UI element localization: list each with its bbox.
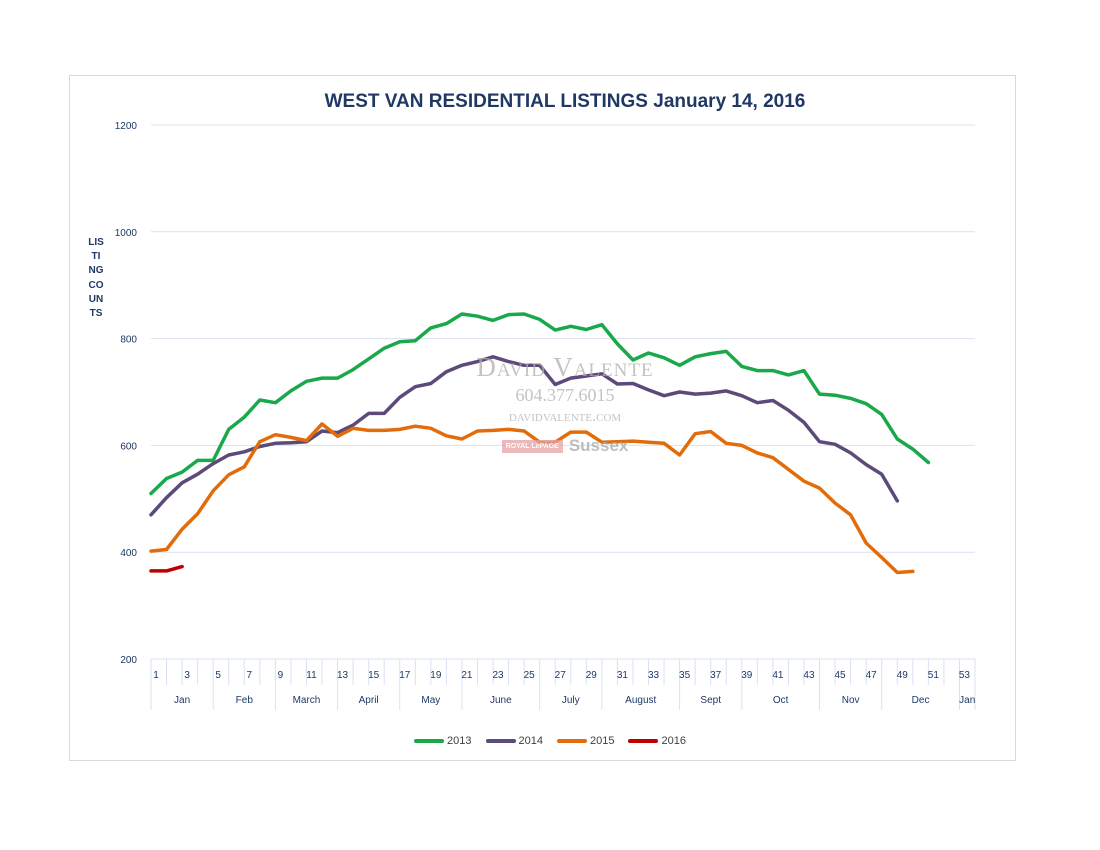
x-tick-label: 23 <box>492 670 504 681</box>
x-tick-label: 39 <box>741 670 753 681</box>
legend-item-2015: 2015 <box>557 735 614 747</box>
month-label: June <box>490 695 512 706</box>
month-label: April <box>359 695 379 706</box>
x-tick-label: 25 <box>524 670 536 681</box>
x-tick-label: 53 <box>959 670 971 681</box>
month-label: Jan <box>174 695 190 706</box>
month-label: Nov <box>842 695 860 706</box>
sussex-logo: Sussex <box>568 436 629 455</box>
legend-label: 2016 <box>661 735 686 747</box>
legend-swatch <box>557 739 587 743</box>
x-tick-label: 41 <box>772 670 784 681</box>
legend-label: 2014 <box>518 735 543 747</box>
watermark-brand: ROYAL LePAGE Sussex <box>455 436 675 456</box>
x-tick-label: 31 <box>617 670 629 681</box>
month-label: Feb <box>236 695 254 706</box>
watermark-phone: 604.377.6015 <box>515 385 615 405</box>
x-tick-label: 37 <box>710 670 722 681</box>
y-tick-label: 800 <box>120 335 137 346</box>
watermark-name: David Valente <box>476 352 654 382</box>
series-line-2014 <box>149 355 900 517</box>
y-tick-label: 1000 <box>115 228 138 239</box>
watermark-site: davidvalente.com <box>508 408 622 425</box>
x-tick-label: 29 <box>586 670 598 681</box>
series-line-2016 <box>149 564 184 573</box>
x-tick-label: 45 <box>835 670 847 681</box>
royal-lepage-logo: ROYAL LePAGE <box>501 439 563 453</box>
x-tick-label: 47 <box>866 670 878 681</box>
month-label: July <box>562 695 580 706</box>
legend-label: 2015 <box>590 735 615 747</box>
x-tick-label: 1 <box>153 670 159 681</box>
month-label: Jan <box>959 695 975 706</box>
x-tick-label: 17 <box>399 670 411 681</box>
legend-swatch <box>485 739 516 743</box>
legend-item-2016: 2016 <box>628 735 686 747</box>
legend-swatch <box>628 739 659 743</box>
watermark: David Valente 604.377.6015 davidvalente.… <box>455 352 675 456</box>
chart-title: WEST VAN RESIDENTIAL LISTINGS January 14… <box>324 91 806 112</box>
legend-item-2013: 2013 <box>414 735 472 747</box>
x-tick-label: 43 <box>803 670 815 681</box>
x-tick-label: 21 <box>461 670 473 681</box>
x-tick-label: 5 <box>215 670 221 681</box>
legend-swatch <box>414 739 445 743</box>
month-label: Dec <box>912 695 930 706</box>
chart-frame <box>69 75 1016 761</box>
x-tick-label: 11 <box>306 670 317 681</box>
x-tick-label: 27 <box>555 670 567 681</box>
x-tick-label: 13 <box>337 670 349 681</box>
series-line-2013 <box>149 312 931 496</box>
x-tick-label: 35 <box>679 670 691 681</box>
y-axis-label: LISTING COUNTS <box>88 237 104 320</box>
month-label: August <box>625 695 656 706</box>
x-tick-label: 3 <box>184 670 190 681</box>
x-tick-label: 19 <box>430 670 442 681</box>
legend-label: 2013 <box>447 735 472 747</box>
x-tick-label: 7 <box>247 670 253 681</box>
legend-item-2014: 2014 <box>485 735 543 747</box>
x-tick-label: 51 <box>928 670 940 681</box>
x-tick-label: 33 <box>648 670 660 681</box>
month-label: May <box>421 695 440 706</box>
x-tick-label: 49 <box>897 670 909 681</box>
y-tick-label: 400 <box>120 548 137 559</box>
y-tick-label: 600 <box>120 441 137 452</box>
month-label: March <box>293 695 321 706</box>
y-tick-label: 200 <box>120 655 137 666</box>
x-tick-label: 9 <box>278 670 284 681</box>
month-label: Oct <box>773 695 789 706</box>
y-tick-label: 1200 <box>115 121 138 132</box>
x-tick-label: 15 <box>368 670 380 681</box>
chart-legend: 2013 2014 2015 2016 <box>300 735 800 747</box>
month-label: Sept <box>700 695 721 706</box>
series-line-2015 <box>149 422 915 575</box>
